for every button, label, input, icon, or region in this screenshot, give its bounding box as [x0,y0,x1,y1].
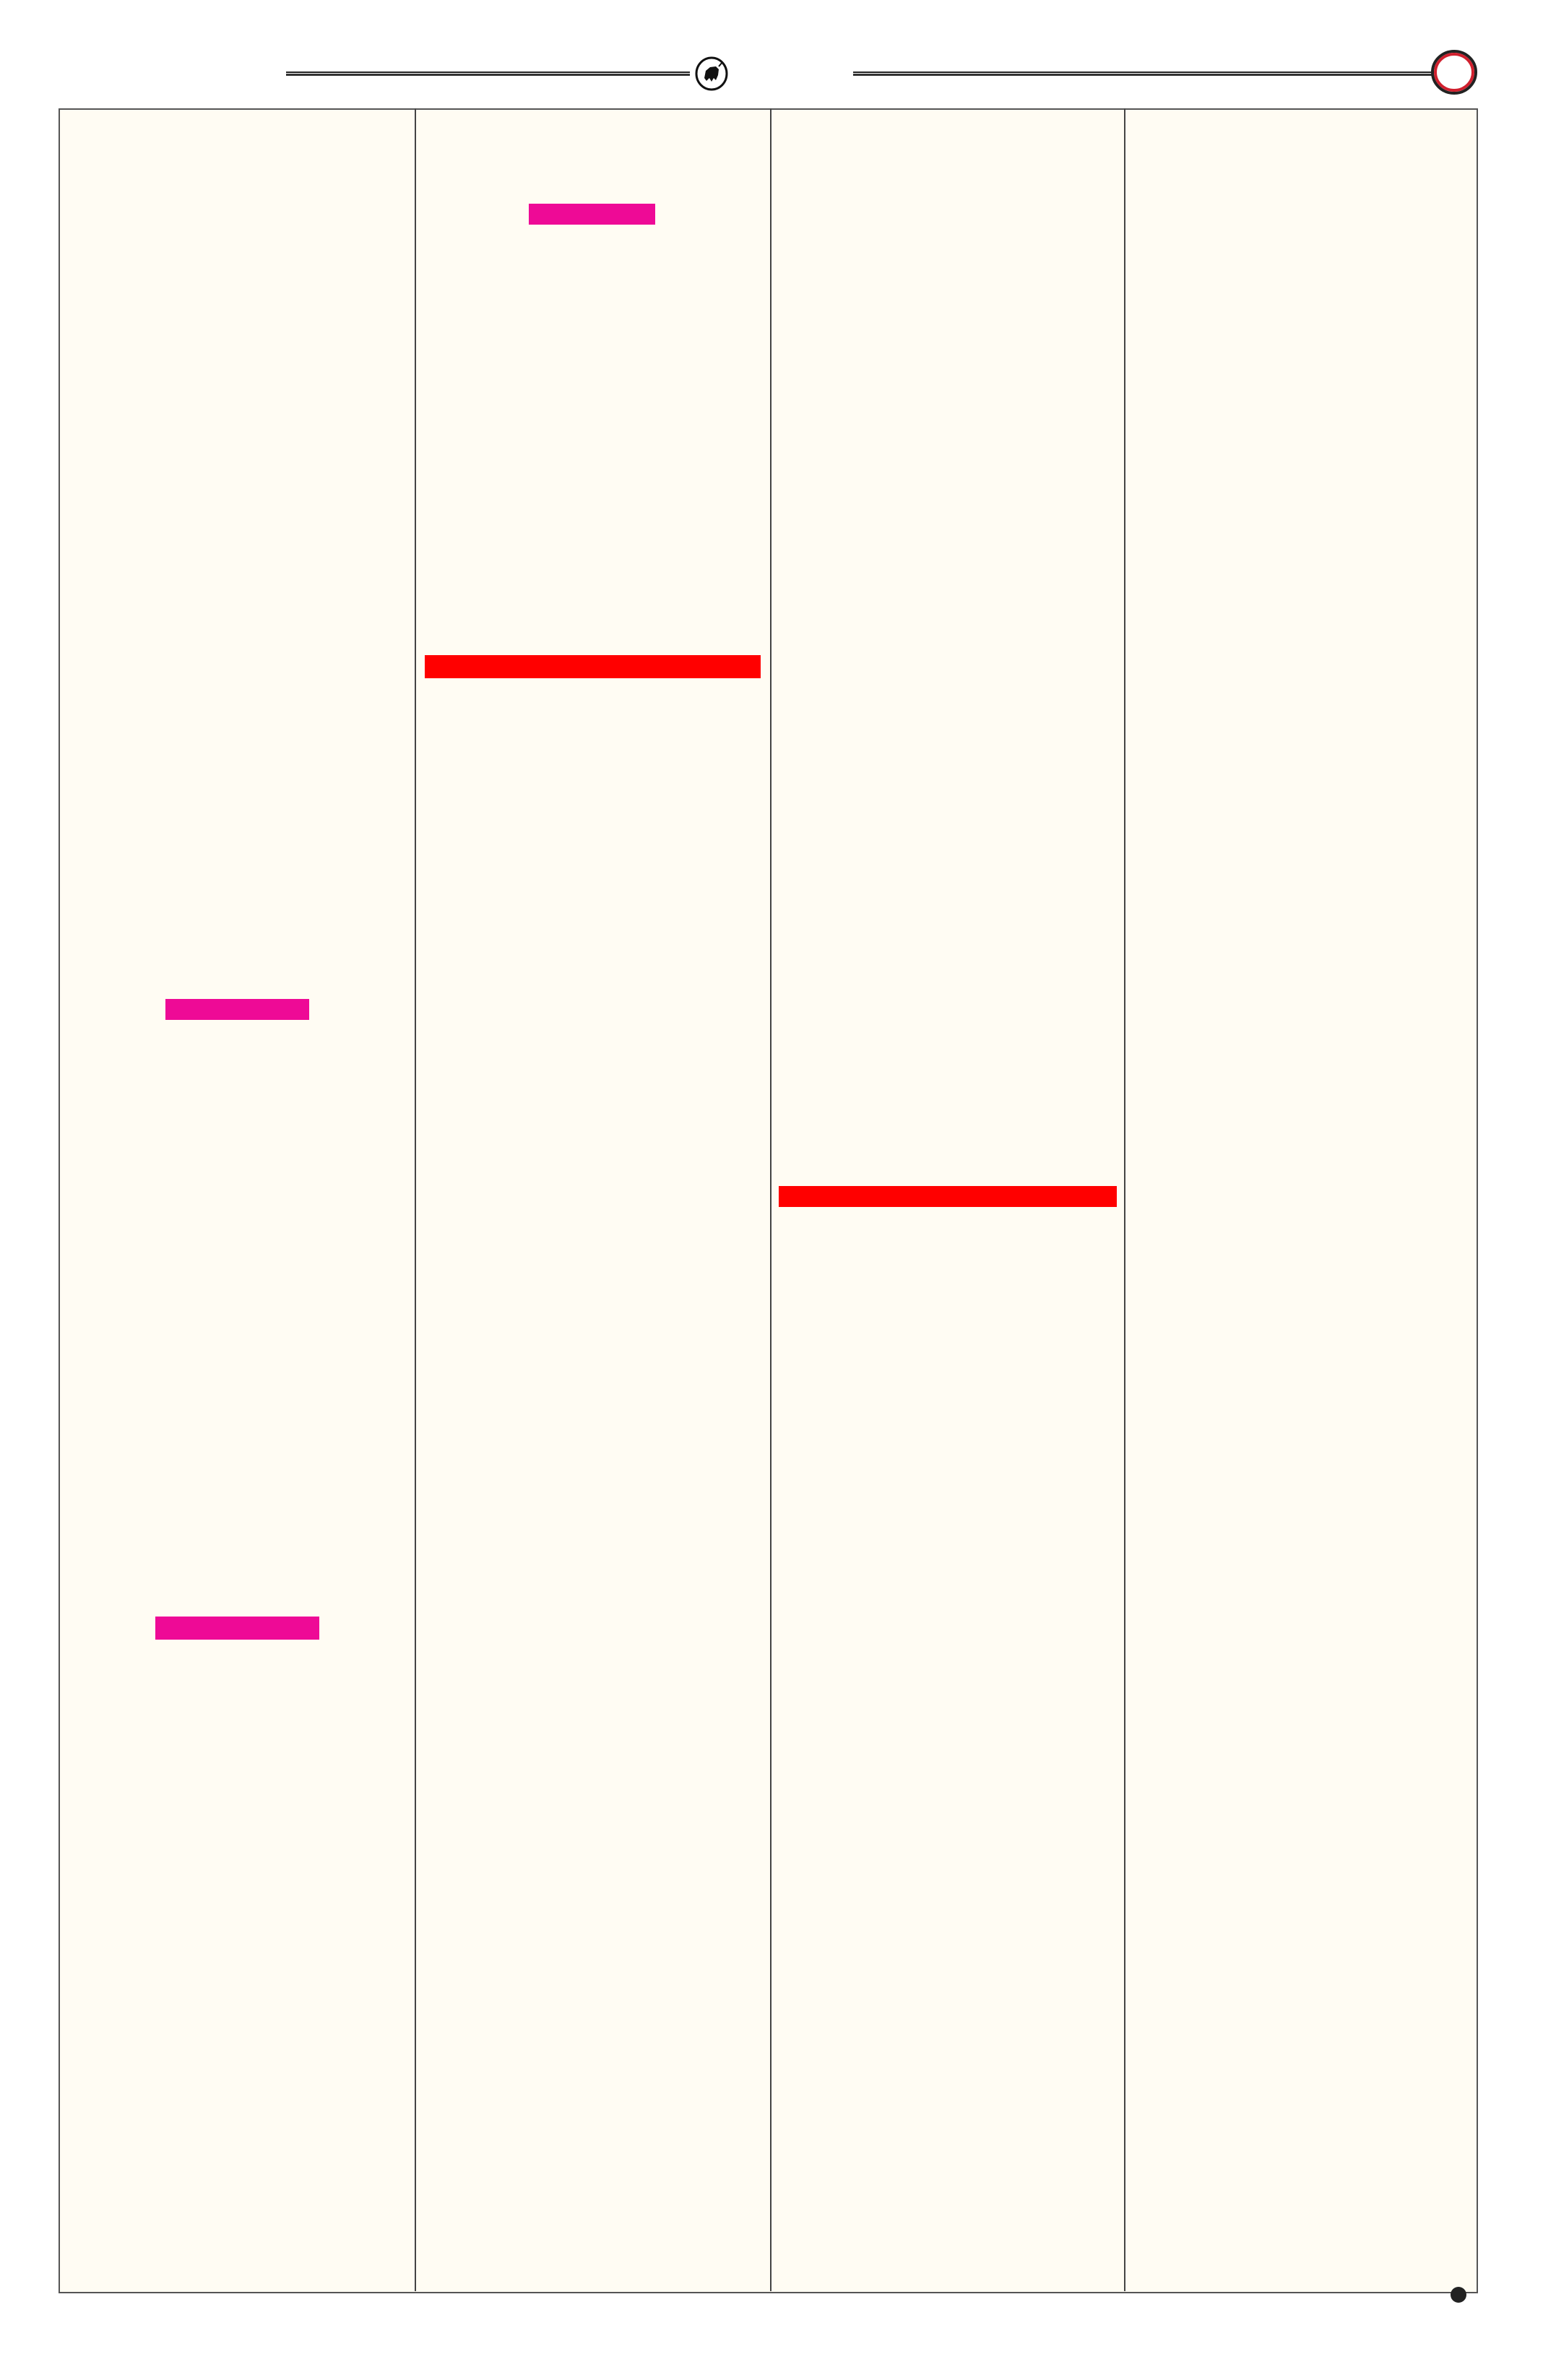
bull-emblem-icon [694,56,729,91]
column-divider [415,108,416,2291]
redaction-bar [779,1186,1117,1207]
column-divider [770,108,772,2291]
redaction-bar [165,999,309,1020]
redaction-bar [529,204,655,225]
bullet-dot-icon [1451,2287,1466,2303]
circle-marker-icon [1430,49,1478,95]
column-divider [1124,108,1125,2291]
redaction-bar [425,655,761,678]
header-rule-left [286,72,690,76]
header-rule-right [853,72,1435,76]
redaction-bar [155,1617,319,1640]
page-frame [59,108,1478,2293]
